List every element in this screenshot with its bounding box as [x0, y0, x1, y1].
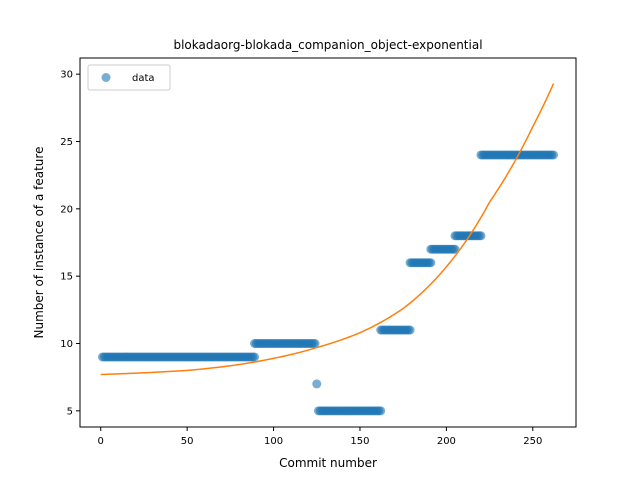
data-point — [476, 231, 486, 241]
legend-label-data: data — [132, 73, 155, 84]
data-point — [312, 379, 322, 389]
axes-frame — [79, 57, 577, 428]
data-point — [426, 258, 436, 268]
x-tick-label: 200 — [437, 436, 456, 447]
legend: data — [87, 64, 171, 91]
x-tick-label: 100 — [264, 436, 283, 447]
x-tick-label: 50 — [181, 436, 194, 447]
data-point — [250, 352, 260, 362]
data-point — [376, 406, 386, 416]
data-point — [450, 244, 460, 254]
y-axis-label: Number of instance of a feature — [32, 147, 46, 339]
legend-box — [87, 64, 171, 91]
y-tick-label: 5 — [67, 406, 73, 417]
x-tick-label: 150 — [350, 436, 369, 447]
axis-ticks: 0 50 100 150 200 250 5 10 15 20 25 30 — [60, 70, 542, 447]
x-tick-label: 250 — [523, 436, 542, 447]
x-tick-label: 0 — [98, 436, 104, 447]
chart-title: blokadaorg-blokada_companion_object-expo… — [173, 38, 482, 52]
y-tick-label: 15 — [60, 272, 73, 283]
y-tick-label: 20 — [60, 204, 73, 215]
fit-curve — [100, 83, 555, 376]
data-point — [310, 339, 320, 348]
y-tick-label: 30 — [60, 70, 73, 81]
data-point — [549, 150, 559, 160]
x-axis-label: Commit number — [279, 456, 377, 470]
data-point — [405, 325, 415, 335]
legend-marker-data — [101, 73, 111, 82]
plot-area — [97, 83, 559, 416]
y-tick-label: 10 — [60, 339, 73, 350]
y-tick-label: 25 — [60, 137, 73, 148]
